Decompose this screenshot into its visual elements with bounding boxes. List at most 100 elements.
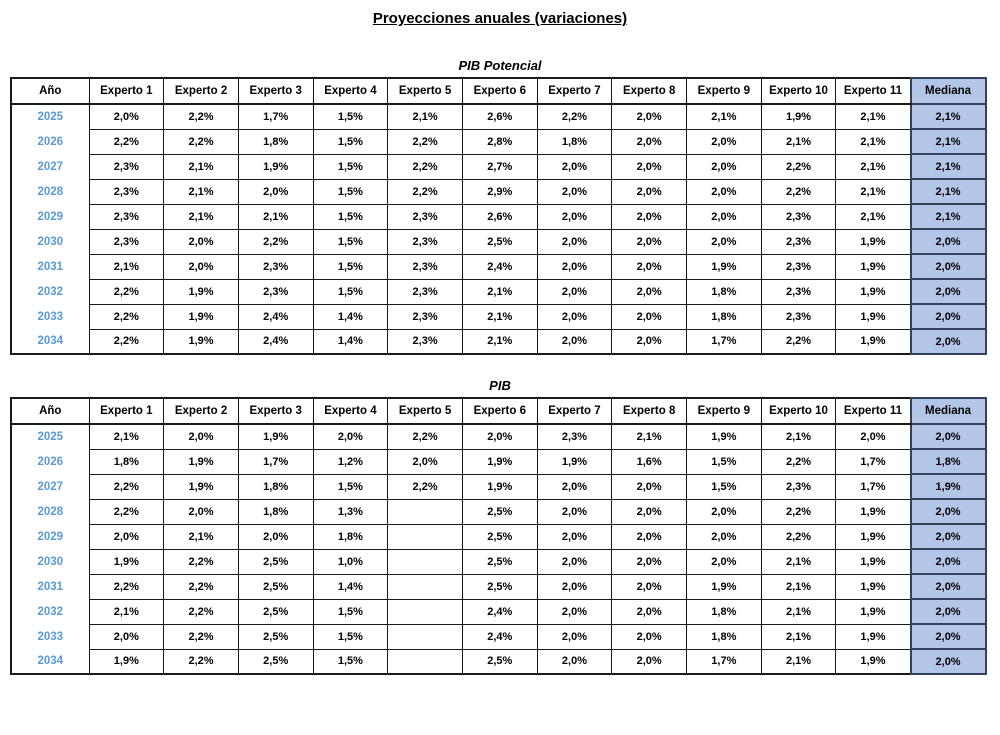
value-cell: 2,0% bbox=[536, 548, 613, 575]
year-cell: 2028 bbox=[10, 499, 90, 524]
value-cell: 2,5% bbox=[237, 548, 314, 575]
mediana-cell: 2,0% bbox=[909, 423, 987, 450]
value-cell: 2,0% bbox=[611, 473, 687, 500]
year-column-header: Año bbox=[10, 77, 90, 105]
value-cell: 1,9% bbox=[835, 498, 912, 525]
expert-column-header: Experto 7 bbox=[536, 397, 613, 425]
value-cell: 2,1% bbox=[835, 203, 912, 230]
value-cell: 2,0% bbox=[611, 498, 687, 525]
value-cell: 2,5% bbox=[461, 523, 538, 550]
value-cell: 2,3% bbox=[387, 303, 463, 330]
value-cell: 2,6% bbox=[461, 203, 538, 230]
value-cell: 2,0% bbox=[536, 203, 613, 230]
table-row: 2029 2,3% 2,1% 2,1% 1,5% 2,3% 2,6% 2,0% 2,0% 2,0%… bbox=[10, 203, 987, 230]
value-cell: 1,9% bbox=[835, 648, 912, 675]
value-cell: 2,0% bbox=[536, 178, 613, 205]
table-row: 2034 2,2% 1,9% 2,4% 1,4% 2,3% 2,1% 2,0% 2,0% 1,7%… bbox=[10, 328, 987, 355]
value-cell: 2,3% bbox=[88, 178, 165, 205]
expert-column-header: Experto 10 bbox=[760, 77, 837, 105]
table-row: 2026 1,8% 1,9% 1,7% 1,2% 2,0% 1,9% 1,9% 1,6% 1,5%… bbox=[10, 448, 987, 475]
mediana-cell: 2,0% bbox=[909, 498, 987, 525]
mediana-cell: 2,0% bbox=[909, 253, 987, 280]
value-cell: 1,7% bbox=[686, 328, 762, 355]
value-cell: 2,1% bbox=[835, 128, 912, 155]
value-cell: 2,0% bbox=[536, 523, 613, 550]
value-cell: 2,0% bbox=[835, 423, 912, 450]
value-cell: 1,9% bbox=[760, 103, 837, 130]
table-title-pib: PIB bbox=[489, 378, 511, 393]
expert-column-header: Experto 1 bbox=[88, 77, 165, 105]
value-cell: 2,1% bbox=[760, 128, 837, 155]
value-cell: 2,3% bbox=[237, 278, 314, 305]
value-cell: 2,7% bbox=[461, 153, 538, 180]
value-cell: 2,2% bbox=[163, 103, 239, 130]
value-cell: 1,8% bbox=[686, 303, 762, 330]
value-cell: 2,2% bbox=[163, 128, 239, 155]
expert-column-header: Experto 9 bbox=[686, 77, 762, 105]
value-cell: 2,0% bbox=[237, 178, 314, 205]
year-cell: 2026 bbox=[10, 129, 90, 154]
year-cell: 2031 bbox=[10, 254, 90, 279]
value-cell: 2,3% bbox=[387, 203, 463, 230]
value-cell: 1,5% bbox=[686, 473, 762, 500]
value-cell: 1,9% bbox=[835, 228, 912, 255]
mediana-cell: 2,0% bbox=[909, 598, 987, 625]
expert-column-header: Experto 6 bbox=[461, 397, 538, 425]
value-cell: 1,8% bbox=[237, 128, 314, 155]
mediana-cell: 2,0% bbox=[909, 228, 987, 255]
value-cell: 1,9% bbox=[163, 473, 239, 500]
year-cell: 2030 bbox=[10, 229, 90, 254]
value-cell: 2,2% bbox=[536, 103, 613, 130]
table-row: 2030 1,9% 2,2% 2,5% 1,0% 2,5% 2,0% 2,0% 2,0% 2,1%… bbox=[10, 548, 987, 575]
table-row: 2028 2,3% 2,1% 2,0% 1,5% 2,2% 2,9% 2,0% 2,0% 2,0%… bbox=[10, 178, 987, 205]
table-row: 2025 2,1% 2,0% 1,9% 2,0% 2,2% 2,0% 2,3% 2,1% 1,9%… bbox=[10, 423, 987, 450]
value-cell: 2,2% bbox=[88, 328, 165, 355]
value-cell: 2,3% bbox=[536, 423, 613, 450]
value-cell bbox=[387, 648, 463, 675]
value-cell: 1,3% bbox=[312, 498, 389, 525]
value-cell: 2,2% bbox=[163, 548, 239, 575]
mediana-cell: 1,9% bbox=[909, 473, 987, 500]
value-cell: 2,0% bbox=[611, 128, 687, 155]
value-cell: 2,0% bbox=[611, 278, 687, 305]
value-cell: 1,9% bbox=[686, 423, 762, 450]
expert-column-header: Experto 3 bbox=[237, 397, 314, 425]
value-cell: 2,0% bbox=[686, 153, 762, 180]
value-cell: 2,5% bbox=[461, 228, 538, 255]
table-row: 2027 2,3% 2,1% 1,9% 1,5% 2,2% 2,7% 2,0% 2,0% 2,0%… bbox=[10, 153, 987, 180]
expert-column-header: Experto 7 bbox=[536, 77, 613, 105]
value-cell: 2,2% bbox=[163, 648, 239, 675]
value-cell: 2,1% bbox=[461, 328, 538, 355]
year-cell: 2034 bbox=[10, 649, 90, 675]
value-cell: 1,9% bbox=[835, 548, 912, 575]
table-row: 2032 2,2% 1,9% 2,3% 1,5% 2,3% 2,1% 2,0% 2,0% 1,8%… bbox=[10, 278, 987, 305]
mediana-cell: 2,1% bbox=[909, 153, 987, 180]
expert-column-header: Experto 2 bbox=[163, 397, 239, 425]
expert-column-header: Experto 11 bbox=[835, 77, 912, 105]
value-cell: 1,9% bbox=[88, 648, 165, 675]
value-cell: 2,0% bbox=[163, 498, 239, 525]
expert-column-header: Experto 5 bbox=[387, 397, 463, 425]
value-cell: 2,3% bbox=[88, 228, 165, 255]
value-cell: 2,0% bbox=[611, 153, 687, 180]
value-cell: 2,5% bbox=[237, 573, 314, 600]
expert-column-header: Experto 3 bbox=[237, 77, 314, 105]
value-cell: 2,0% bbox=[611, 523, 687, 550]
value-cell: 2,3% bbox=[88, 153, 165, 180]
value-cell: 2,0% bbox=[536, 153, 613, 180]
value-cell: 2,0% bbox=[611, 573, 687, 600]
value-cell: 2,2% bbox=[88, 303, 165, 330]
value-cell: 2,0% bbox=[387, 448, 463, 475]
value-cell: 2,0% bbox=[88, 523, 165, 550]
value-cell: 1,9% bbox=[835, 328, 912, 355]
expert-column-header: Experto 2 bbox=[163, 77, 239, 105]
value-cell: 2,0% bbox=[536, 598, 613, 625]
value-cell: 1,8% bbox=[686, 278, 762, 305]
value-cell: 2,2% bbox=[163, 598, 239, 625]
table-row: 2030 2,3% 2,0% 2,2% 1,5% 2,3% 2,5% 2,0% 2,0% 2,0%… bbox=[10, 228, 987, 255]
value-cell: 1,9% bbox=[835, 598, 912, 625]
value-cell: 1,5% bbox=[312, 203, 389, 230]
